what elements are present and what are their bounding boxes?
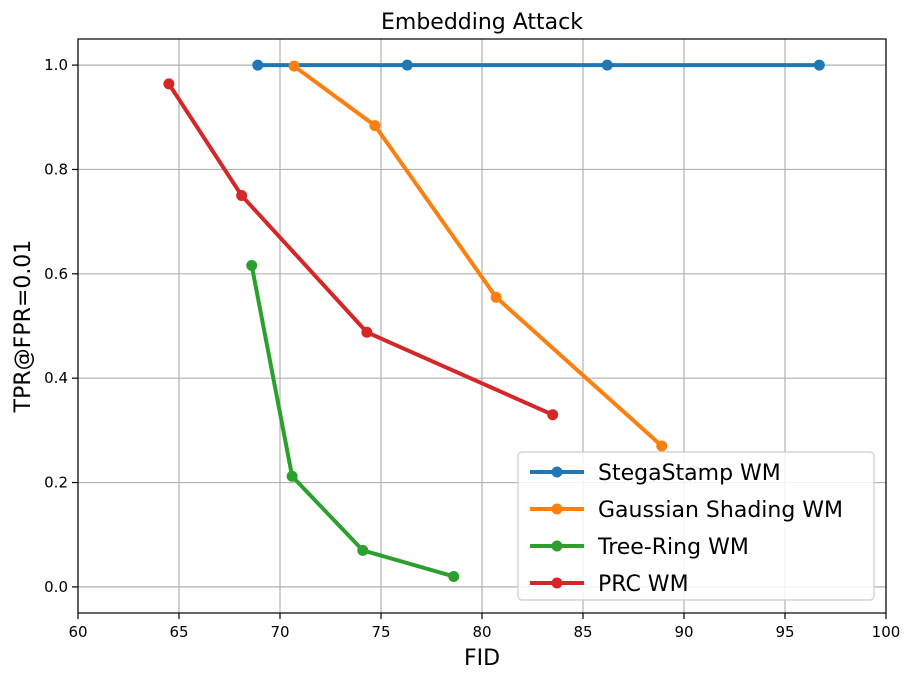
data-point [236,190,248,202]
data-point [361,326,373,338]
data-point [490,291,502,303]
series-0 [252,59,825,71]
legend-item: StegaStamp WM [530,461,781,486]
data-point [369,120,381,132]
legend-box [517,451,875,601]
y-tick-label: 0.6 [44,265,68,283]
x-tick-label: 75 [371,623,390,641]
y-tick-label: 0.8 [44,160,68,178]
x-axis: 60 65 70 75 80 85 90 95 100 [68,613,900,641]
legend-marker [551,503,563,515]
legend-label: StegaStamp WM [598,461,781,486]
x-tick-label: 95 [775,623,794,641]
series-line [249,263,456,579]
x-tick-label: 80 [472,623,491,641]
x-tick-label: 70 [270,623,289,641]
data-point [401,59,413,71]
data-point [813,59,825,71]
data-point [246,259,258,271]
data-point [601,59,613,71]
x-tick-label: 85 [573,623,592,641]
legend-marker [551,577,563,589]
legend-item: Tree-Ring WM [530,535,749,560]
y-tick-label: 0.2 [44,474,68,492]
legend: StegaStamp WM Gaussian Shading WM Tree-Rin… [517,451,875,601]
x-tick-label: 65 [169,623,188,641]
x-tick-label: 90 [674,623,693,641]
x-tick-label: 100 [872,623,901,641]
legend-marker [551,466,563,478]
data-point [547,409,559,421]
y-tick-label: 0.4 [44,369,68,387]
legend-marker [551,540,563,552]
y-axis-label: TPR@FPR=0.01 [11,240,36,414]
y-tick-label: 1.0 [44,56,68,74]
legend-label: PRC WM [598,572,689,597]
data-point [163,78,175,90]
legend-label: Tree-Ring WM [597,535,749,560]
y-tick-label: 0.0 [44,578,68,596]
series-1 [288,60,668,452]
x-tick-label: 60 [68,623,87,641]
data-point [288,60,300,72]
data-point [656,440,668,452]
chart-title: Embedding Attack [381,10,583,35]
legend-label: Gaussian Shading WM [598,498,843,523]
legend-item: PRC WM [530,572,689,597]
data-point [448,570,460,582]
data-point [286,470,298,482]
series-line [166,81,555,417]
series-2 [246,259,460,582]
data-point [357,544,369,556]
legend-item: Gaussian Shading WM [530,498,843,523]
series-3 [163,78,559,421]
data-point [252,59,264,71]
series-line [292,64,664,449]
series-layer [163,59,825,582]
x-axis-label: FID [464,646,500,671]
y-axis: 0.0 0.2 0.4 0.6 0.8 1.0 [44,56,78,596]
